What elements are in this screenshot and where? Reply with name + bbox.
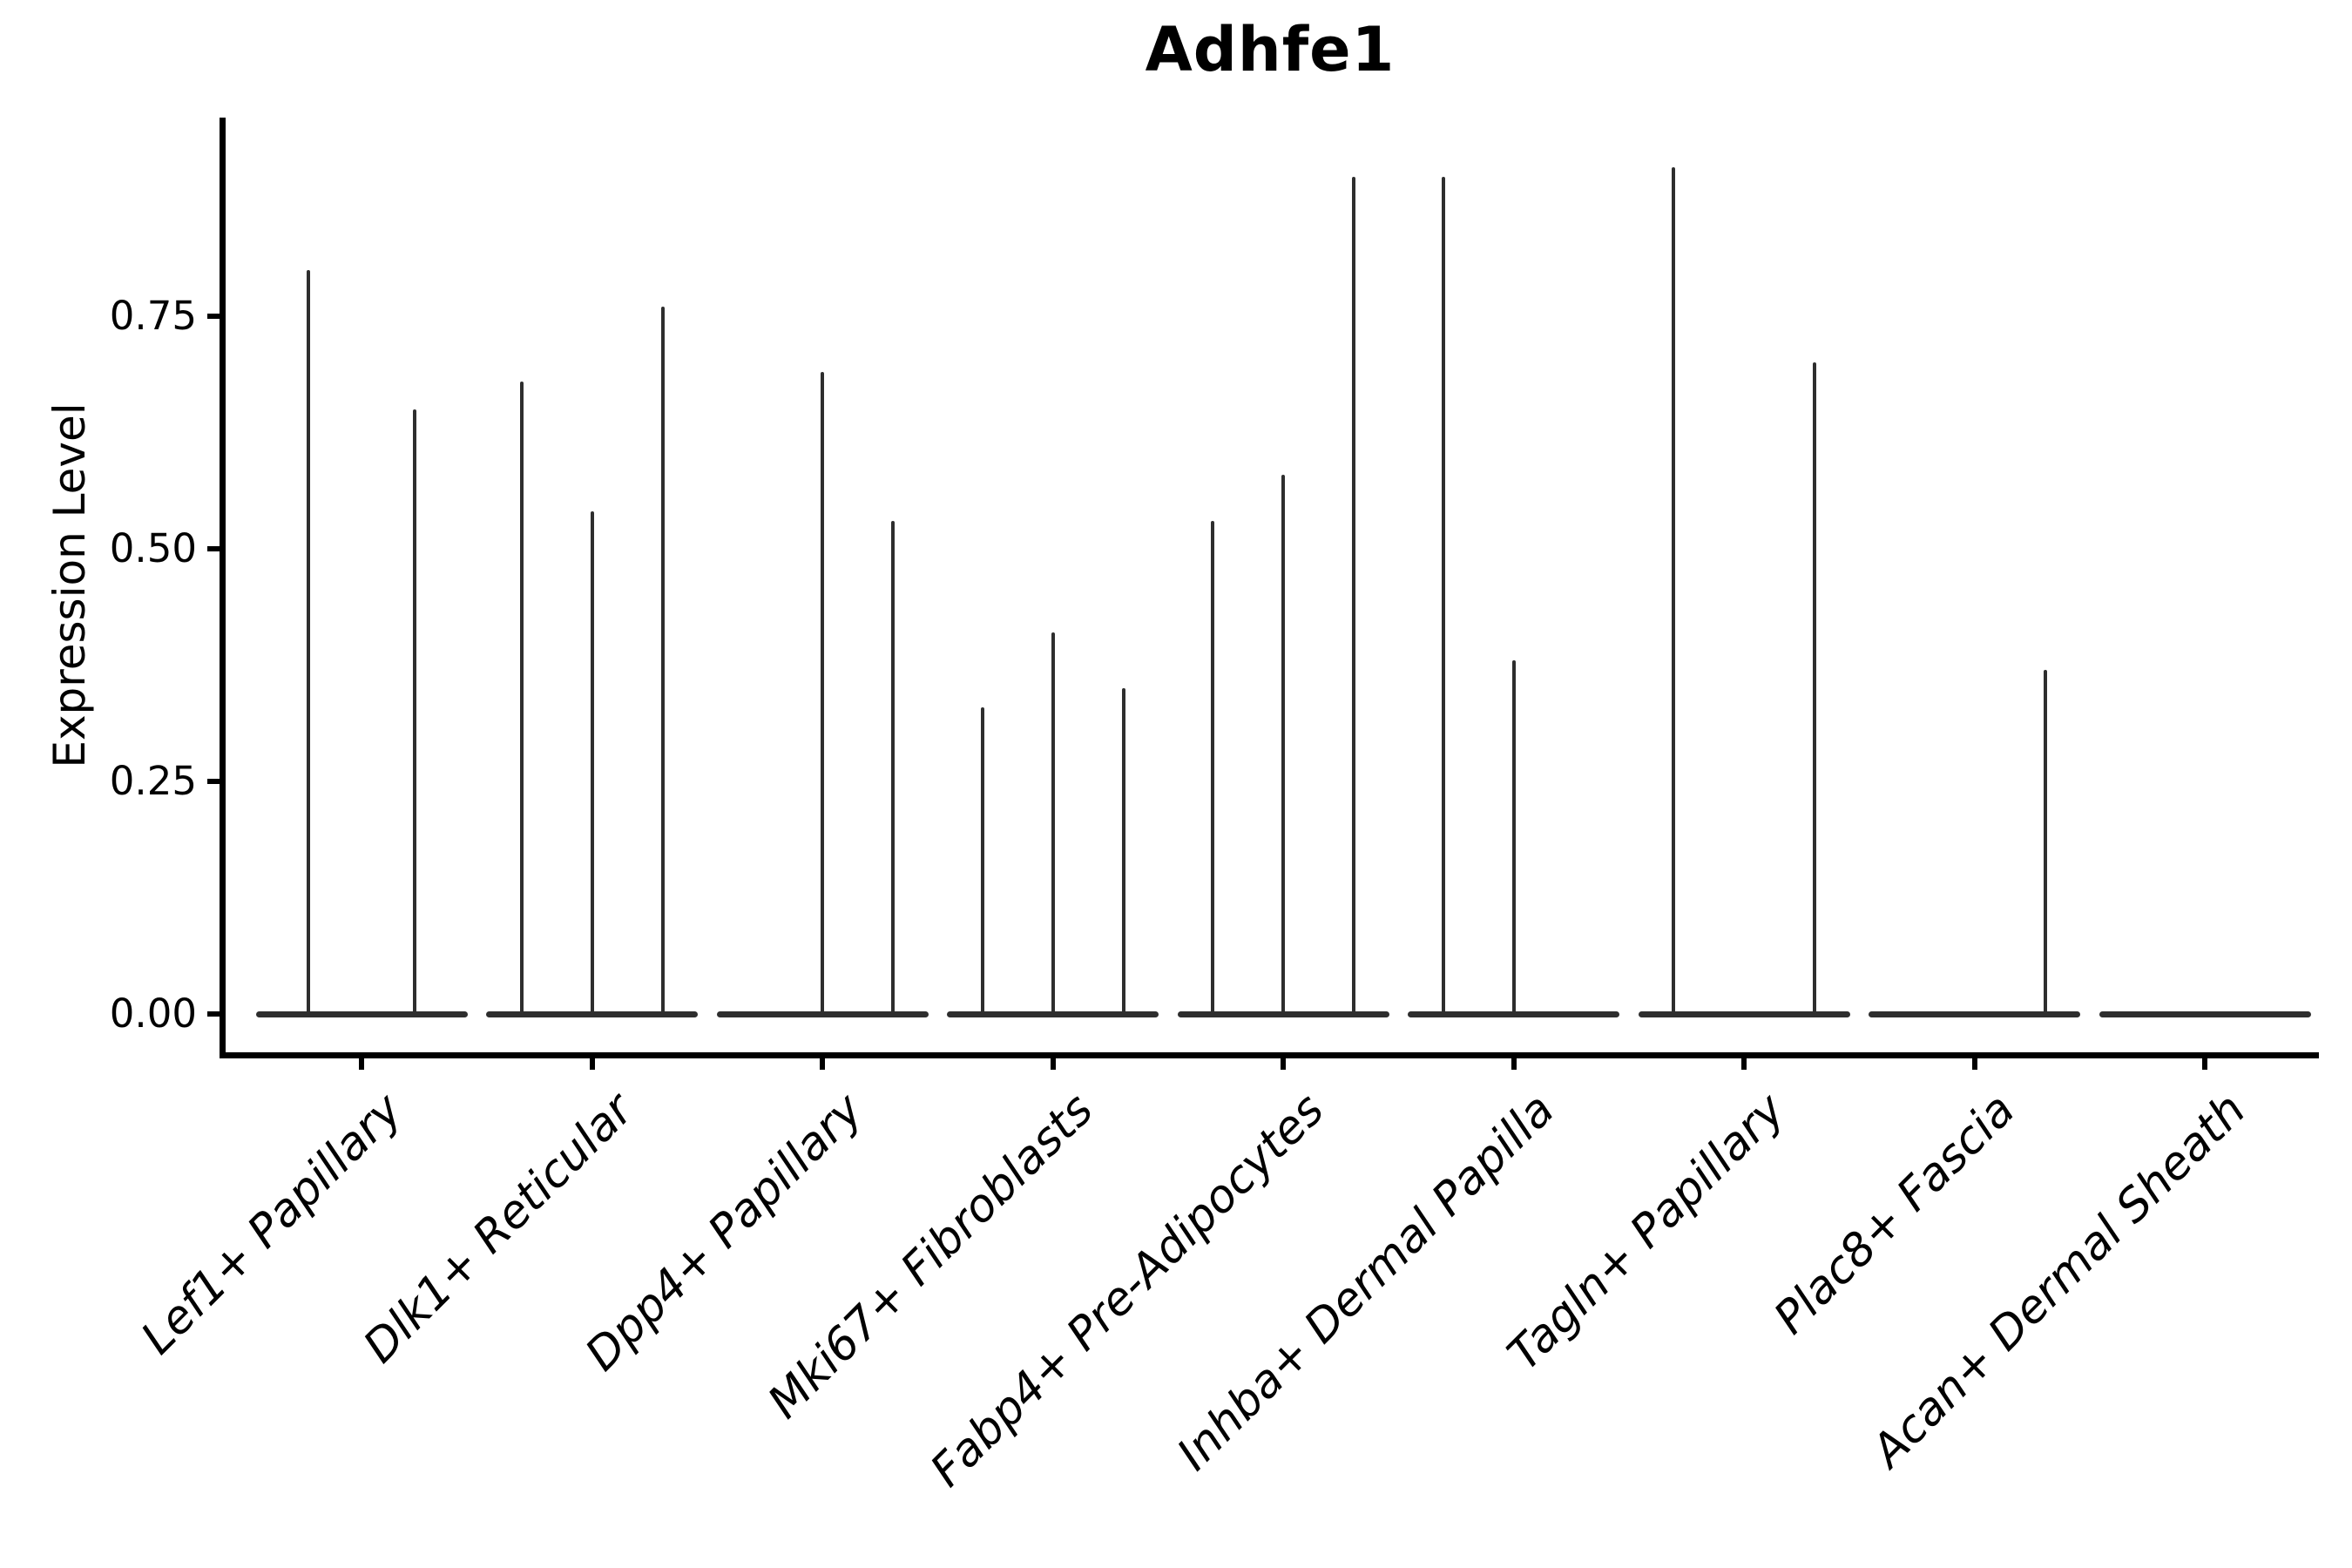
violin-spike	[1672, 167, 1675, 1017]
x-tick-label: Fabp4+ Pre-Adipocytes	[920, 1084, 1335, 1497]
y-tick-label: 0.25	[109, 758, 197, 804]
x-tick	[1050, 1058, 1056, 1070]
violin-spike	[1121, 688, 1125, 1017]
violin-base	[1638, 1010, 1850, 1017]
y-axis-spine	[220, 118, 226, 1058]
x-tick	[589, 1058, 595, 1070]
violin-base	[255, 1010, 468, 1017]
x-tick-label: Acan+ Dermal Sheath	[1862, 1084, 2256, 1477]
violin-spike	[1511, 660, 1516, 1017]
violin-spike	[1352, 176, 1355, 1017]
x-tick	[2202, 1058, 2207, 1070]
x-tick	[1741, 1058, 1747, 1070]
plot-title: Adhfe1	[1145, 14, 1396, 85]
violin-spike	[891, 520, 895, 1017]
y-tick-label: 0.75	[109, 293, 197, 339]
x-tick	[1281, 1058, 1286, 1070]
violin-spike	[1441, 176, 1445, 1017]
violin-spike	[1051, 632, 1055, 1017]
violin-spike	[660, 307, 665, 1017]
y-tick-label: 0.50	[109, 525, 197, 571]
violin-spike	[590, 511, 594, 1017]
x-tick	[1511, 1058, 1517, 1070]
y-tick-label: 0.00	[109, 990, 197, 1037]
violin-spike	[1813, 362, 1816, 1017]
x-tick	[820, 1058, 825, 1070]
violin-spike	[1281, 474, 1285, 1017]
y-tick	[207, 546, 220, 551]
violin-spike	[980, 706, 984, 1017]
x-tick	[1971, 1058, 1977, 1070]
violin-spike	[412, 409, 416, 1017]
violin-spike	[2043, 669, 2047, 1017]
violin-spike	[1211, 520, 1214, 1017]
violin-spike	[519, 381, 524, 1017]
violin-spike	[821, 372, 824, 1017]
y-tick	[207, 314, 220, 319]
y-tick	[207, 779, 220, 784]
x-tick-label: Plac8+ Fascia	[1764, 1084, 2025, 1345]
x-tick	[359, 1058, 364, 1070]
y-tick	[207, 1011, 220, 1017]
violin-base	[2099, 1010, 2311, 1017]
violin-spike	[307, 269, 311, 1017]
violin-base	[1869, 1010, 2080, 1017]
x-tick-label: Inhba+ Dermal Papilla	[1167, 1084, 1565, 1481]
x-axis-spine	[220, 1052, 2319, 1058]
